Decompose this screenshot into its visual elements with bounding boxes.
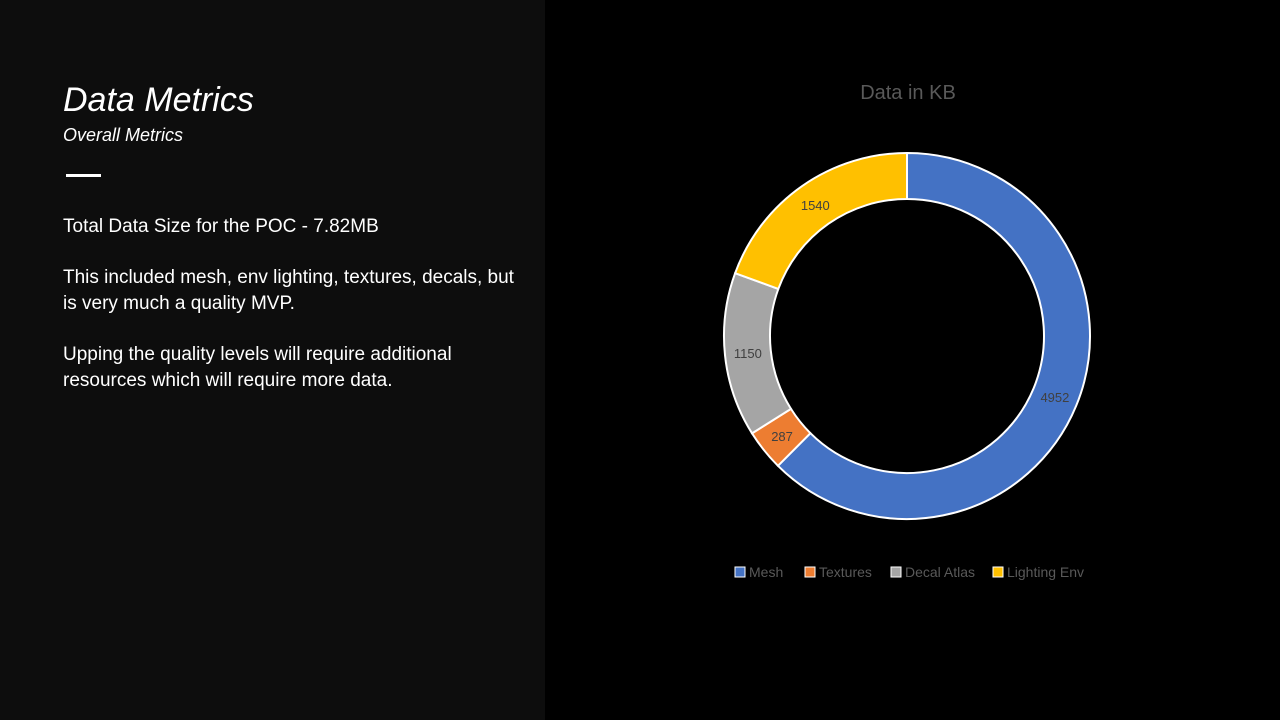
data-label-textures: 287	[771, 429, 793, 444]
legend-swatch-mesh	[734, 566, 746, 578]
legend-label-lighting-env: Lighting Env	[1007, 564, 1084, 580]
paragraph-quality: Upping the quality levels will require a…	[63, 344, 452, 391]
legend-item-mesh: Mesh	[734, 564, 783, 580]
legend-item-lighting-env: Lighting Env	[992, 564, 1084, 580]
chart-legend: Mesh Textures Decal Atlas Lighting Env	[734, 564, 1084, 580]
legend-swatch-textures	[804, 566, 816, 578]
slice-mesh	[776, 151, 1091, 520]
chart-slices	[723, 151, 1091, 520]
paragraph-total-size: Total Data Size for the POC - 7.82MB	[63, 216, 379, 237]
right-panel	[545, 0, 1280, 720]
data-label-lighting-env: 1540	[801, 198, 830, 213]
data-label-decal-atlas: 1150	[734, 346, 762, 361]
legend-label-mesh: Mesh	[749, 564, 783, 580]
paragraph-included: This included mesh, env lighting, textur…	[63, 267, 514, 314]
slice-lighting-env	[733, 151, 908, 291]
slide-subtitle: Overall Metrics	[63, 125, 184, 145]
title-divider	[66, 174, 101, 177]
legend-item-decal-atlas: Decal Atlas	[890, 564, 975, 580]
chart-data-labels: 4952 287 1150 1540	[734, 198, 1069, 444]
legend-swatch-lighting-env	[992, 566, 1004, 578]
chart-title: Data in KB	[860, 82, 956, 104]
legend-item-textures: Textures	[804, 564, 872, 580]
legend-swatch-decal-atlas	[890, 566, 902, 578]
doughnut-chart: Data in KB 4952 287 1150 1540 Mesh Textures D…	[723, 82, 1091, 580]
legend-label-decal-atlas: Decal Atlas	[905, 564, 975, 580]
left-panel	[0, 0, 545, 720]
slide-title: Data Metrics	[63, 81, 254, 119]
data-label-mesh: 4952	[1040, 390, 1069, 405]
legend-label-textures: Textures	[819, 564, 872, 580]
